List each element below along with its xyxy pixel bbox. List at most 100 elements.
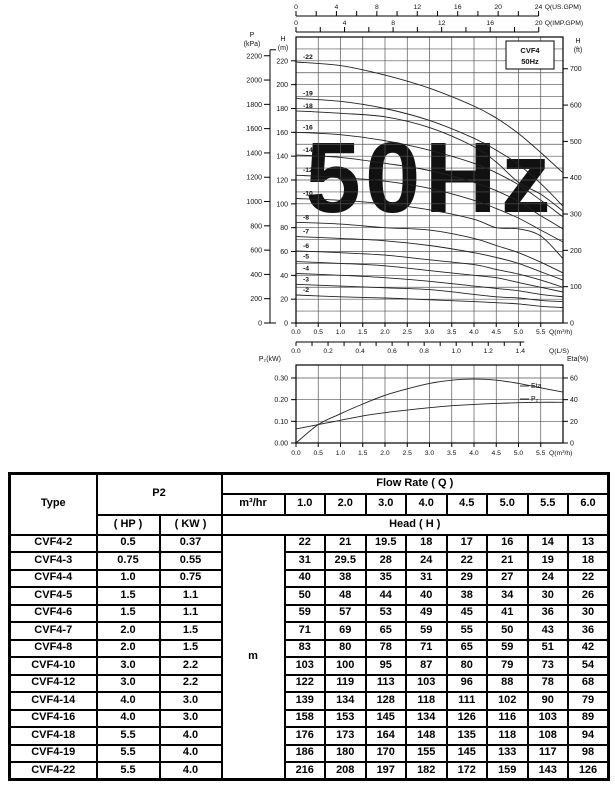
curve-eta bbox=[295, 378, 564, 444]
head-cell: 208 bbox=[324, 761, 367, 781]
head-cell: 158 bbox=[283, 708, 326, 728]
tick-label: 20 bbox=[535, 20, 543, 27]
tick-label: 16 bbox=[486, 20, 494, 27]
curve-label--3: -3 bbox=[303, 276, 309, 283]
curve--3 bbox=[295, 283, 564, 303]
head-cell: 43 bbox=[526, 621, 569, 641]
head-cell: 36 bbox=[526, 603, 569, 623]
hp-cell: 1.0 bbox=[95, 568, 161, 588]
tick-label: 4.5 bbox=[492, 329, 502, 336]
header-p2: P2 bbox=[95, 472, 223, 516]
tick-label: 20 bbox=[570, 419, 578, 426]
header-flow-col: 5.5 bbox=[526, 492, 569, 516]
head-cell: 98 bbox=[567, 743, 610, 763]
type-cell: CVF4-5 bbox=[8, 586, 98, 606]
curve--2 bbox=[295, 294, 564, 308]
tick-label: 2.0 bbox=[380, 329, 390, 336]
head-cell: 108 bbox=[526, 726, 569, 746]
table-row: CVF4-22 5.5 4.0 216 208 197 182 172 159 143 126 bbox=[8, 761, 610, 781]
table-row: CVF4-6 1.5 1.1 59 57 53 49 45 41 36 30 bbox=[8, 603, 610, 623]
tick-label: 1.0 bbox=[336, 450, 346, 457]
head-cell: 24 bbox=[405, 551, 448, 571]
tick-label: 140 bbox=[276, 154, 288, 161]
axis-label-p-kpa: P bbox=[250, 32, 255, 39]
head-cell: 155 bbox=[405, 743, 448, 763]
head-cell: 22 bbox=[567, 568, 610, 588]
tick-label: 60 bbox=[570, 376, 578, 383]
tick-label: 1000 bbox=[246, 199, 262, 206]
axis-eta: 0 20 40 60 Eta(%) bbox=[563, 356, 588, 448]
head-cell: 118 bbox=[405, 691, 448, 711]
tick-label: 400 bbox=[570, 175, 582, 182]
tick-label: 1.5 bbox=[358, 450, 368, 457]
tick-label: 220 bbox=[276, 58, 288, 65]
header-flow-col: 2.0 bbox=[324, 492, 367, 516]
header-hp: ( HP ) bbox=[95, 513, 161, 536]
axis-p2-kw: 0.00 0.10 0.20 0.30 P₂(kW) bbox=[259, 356, 296, 448]
tick-label: 12 bbox=[414, 4, 422, 11]
axis-label-eta: Eta(%) bbox=[567, 356, 588, 363]
head-cell: 100 bbox=[324, 656, 367, 676]
head-cell: 103 bbox=[283, 656, 326, 676]
kw-cell: 2.2 bbox=[158, 656, 223, 676]
axis-p-kpa: 0 200 400 600 800 1000 1200 1400 1600 1800 2000 220… bbox=[244, 32, 276, 328]
tick-label: 0.5 bbox=[314, 329, 324, 336]
table-row: CVF4-3 0.75 0.55 31 29.5 28 24 22 21 19 18 bbox=[8, 551, 610, 571]
head-cell: 42 bbox=[567, 638, 610, 658]
type-cell: CVF4-2 bbox=[8, 533, 98, 553]
head-cell: 59 bbox=[486, 638, 529, 658]
head-cell: 113 bbox=[364, 673, 407, 693]
head-cell: 45 bbox=[445, 603, 488, 623]
axis-label-m3h-power: Q(m³/h) bbox=[549, 450, 572, 457]
axis-us-gpm: 0 4 8 12 16 20 24 Q(US.GPM) bbox=[294, 4, 581, 17]
table-row: CVF4-14 4.0 3.0 139 134 128 118 111 102 90 79 bbox=[8, 691, 610, 711]
tick-label: 1.4 bbox=[516, 348, 526, 355]
head-cell: 29 bbox=[445, 568, 488, 588]
tick-label: 4.5 bbox=[492, 450, 502, 457]
kw-cell: 1.5 bbox=[158, 638, 223, 658]
head-cell: 65 bbox=[364, 621, 407, 641]
model-badge: CVF4 50Hz bbox=[505, 40, 555, 70]
axis-ls: 0.0 0.2 0.4 0.6 0.8 1.0 1.2 1.4 Q(L/S) bbox=[291, 341, 569, 355]
head-cell: 117 bbox=[526, 743, 569, 763]
curve--22 bbox=[295, 61, 564, 174]
tick-label: 12 bbox=[438, 20, 446, 27]
head-flow-curves: -22 -19 -18 -16 -14 -12 -10 -8 -7 -6 -5 -4 -3 -2 bbox=[295, 54, 564, 308]
model-badge-name: CVF4 bbox=[520, 46, 540, 55]
table-row: CVF4-12 3.0 2.2 122 119 113 103 96 88 78 68 bbox=[8, 673, 610, 693]
head-cell: 41 bbox=[486, 603, 529, 623]
tick-label: 0.0 bbox=[291, 329, 301, 336]
tick-label: 4.0 bbox=[469, 329, 479, 336]
head-cell: 122 bbox=[283, 673, 326, 693]
tick-label: 400 bbox=[250, 272, 262, 279]
head-cell: 50 bbox=[283, 586, 326, 606]
tick-label: 8 bbox=[375, 4, 379, 11]
head-cell: 55 bbox=[445, 621, 488, 641]
tick-label: 8 bbox=[391, 20, 395, 27]
tick-label: 700 bbox=[570, 66, 582, 73]
tick-label: 80 bbox=[280, 225, 288, 232]
curve-label--16: -16 bbox=[303, 124, 313, 131]
tick-label: 0 bbox=[258, 321, 262, 328]
pump-curve-figure: 50Hz 0 4 8 12 16 20 24 Q(US.GPM) 0 4 8 12 16 20 Q(IMP.G… bbox=[244, 4, 589, 457]
axis-label-h-ft: H bbox=[575, 38, 580, 45]
head-cell: 173 bbox=[324, 726, 367, 746]
tick-label: 1200 bbox=[246, 175, 262, 182]
tick-label: 16 bbox=[454, 4, 462, 11]
tick-label: 3.0 bbox=[425, 329, 435, 336]
header-m3hr: m³/hr bbox=[220, 492, 286, 516]
model-badge-freq: 50Hz bbox=[521, 57, 539, 66]
tick-label: 0 bbox=[284, 321, 288, 328]
head-cell: 59 bbox=[283, 603, 326, 623]
head-cell: 134 bbox=[405, 708, 448, 728]
head-cell: 96 bbox=[445, 673, 488, 693]
type-cell: CVF4-19 bbox=[8, 743, 98, 763]
hp-cell: 1.5 bbox=[95, 586, 161, 606]
tick-label: 800 bbox=[250, 223, 262, 230]
kw-cell: 1.1 bbox=[158, 586, 223, 606]
axis-m3h-power: 0.0 0.5 1.0 1.5 2.0 2.5 3.0 3.5 4.0 4.5 5.0 5.5 Q(m³… bbox=[291, 443, 572, 457]
model-badge-box bbox=[505, 40, 555, 70]
head-cell: 153 bbox=[324, 708, 367, 728]
head-cell: 80 bbox=[445, 656, 488, 676]
head-cell: 38 bbox=[445, 586, 488, 606]
